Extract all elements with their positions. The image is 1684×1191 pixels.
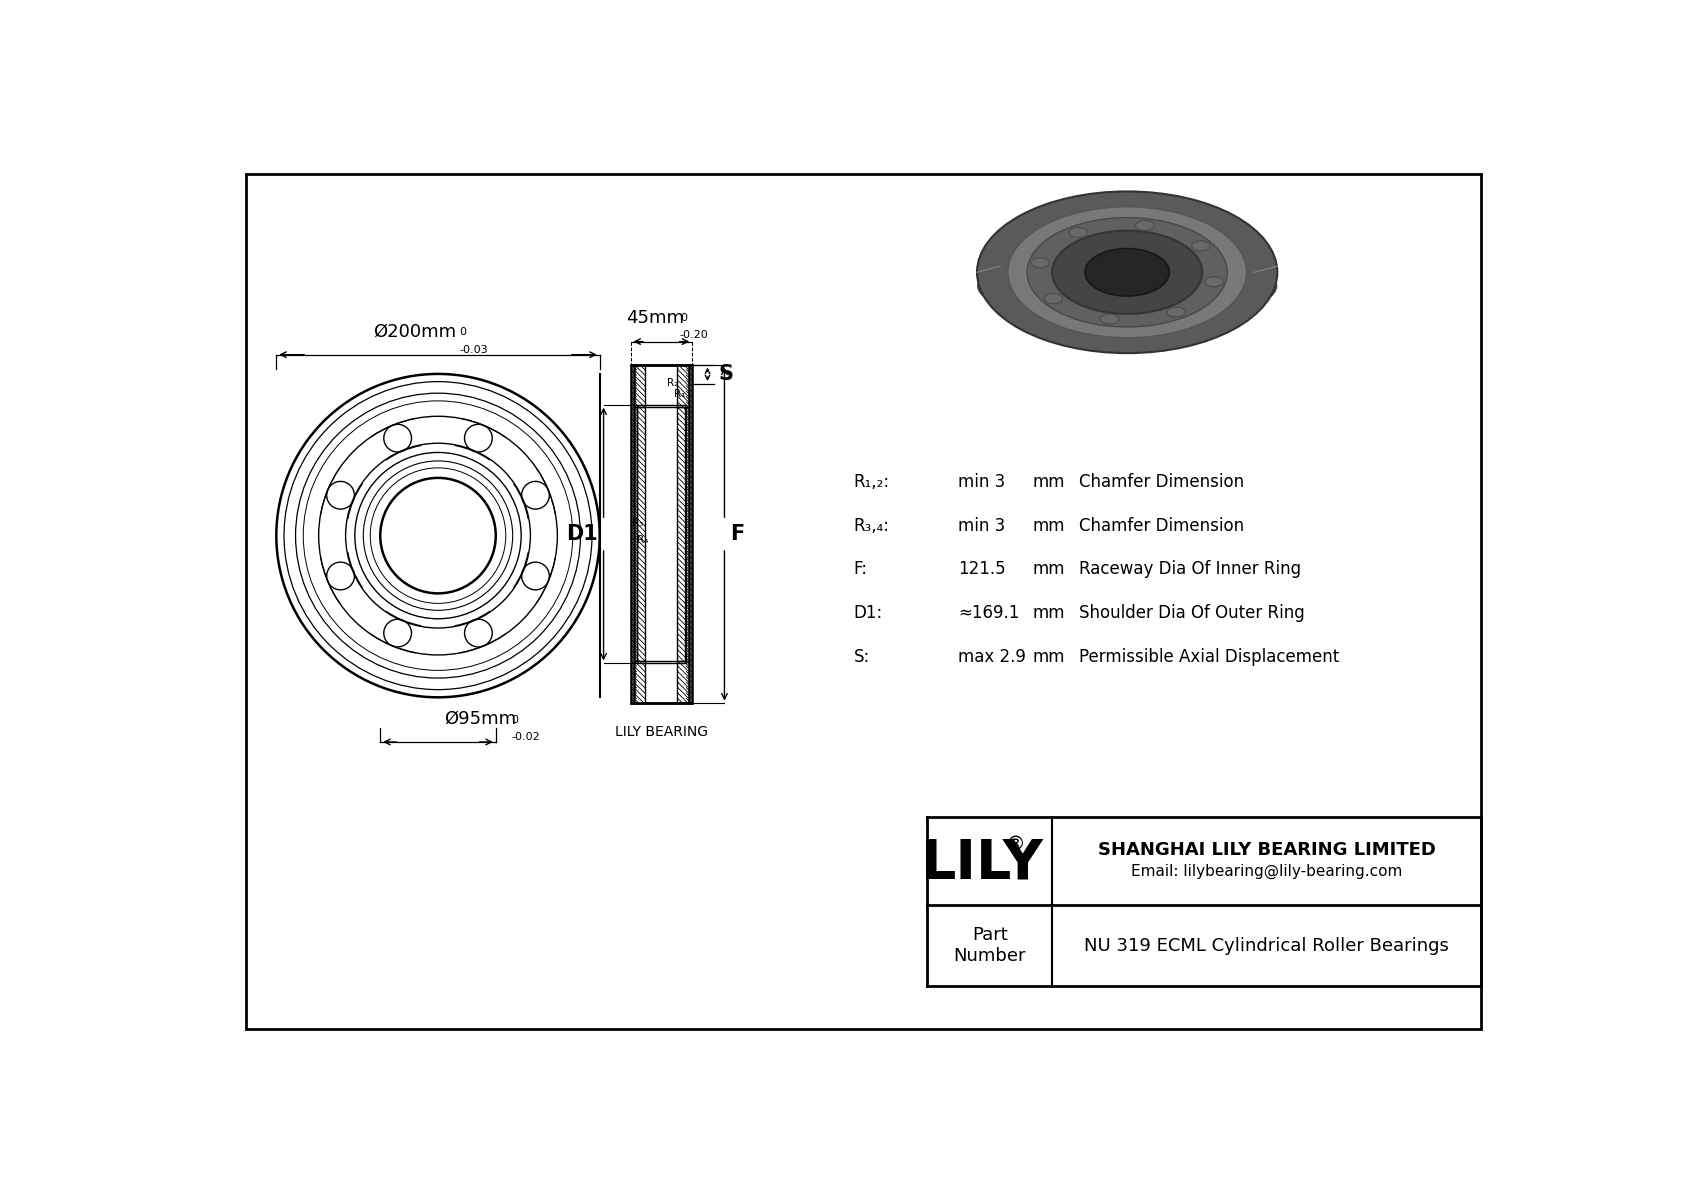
Ellipse shape [1192,241,1211,251]
Ellipse shape [1031,257,1049,268]
Text: 45mm: 45mm [626,308,684,328]
Text: -0.03: -0.03 [460,344,488,355]
Text: min 3: min 3 [958,517,1005,535]
Ellipse shape [977,248,1276,325]
Text: Chamfer Dimension: Chamfer Dimension [1079,473,1244,491]
Text: mm: mm [1032,648,1064,666]
Text: R₄: R₄ [638,535,648,545]
Ellipse shape [965,180,1288,364]
Text: 0: 0 [680,313,687,323]
Text: min 3: min 3 [958,473,1005,491]
Ellipse shape [1052,231,1202,314]
Text: D1: D1 [566,524,598,544]
Text: D1:: D1: [854,604,882,623]
Text: ≈169.1: ≈169.1 [958,604,1019,623]
Text: max 2.9: max 2.9 [958,648,1026,666]
Text: F: F [731,524,744,544]
Text: 0: 0 [460,328,466,337]
Text: R₁: R₁ [674,389,685,399]
Ellipse shape [977,192,1276,353]
Text: SHANGHAI LILY BEARING LIMITED: SHANGHAI LILY BEARING LIMITED [1098,841,1435,859]
Ellipse shape [1204,276,1223,287]
Text: NU 319 ECML Cylindrical Roller Bearings: NU 319 ECML Cylindrical Roller Bearings [1084,936,1448,955]
Ellipse shape [1100,314,1118,324]
Text: Ø95mm: Ø95mm [445,710,517,728]
Text: S: S [719,364,733,385]
Text: Shoulder Dia Of Outer Ring: Shoulder Dia Of Outer Ring [1079,604,1305,623]
Text: mm: mm [1032,604,1064,623]
Ellipse shape [1135,220,1154,231]
Text: Ø200mm: Ø200mm [374,323,456,341]
Text: -0.20: -0.20 [680,330,709,339]
Text: R₃,₄:: R₃,₄: [854,517,889,535]
Text: 121.5: 121.5 [958,561,1005,579]
Text: 0: 0 [512,715,519,725]
Text: F:: F: [854,561,867,579]
Text: mm: mm [1032,473,1064,491]
Text: Permissible Axial Displacement: Permissible Axial Displacement [1079,648,1339,666]
Ellipse shape [1084,249,1169,297]
Ellipse shape [1007,207,1246,338]
Text: R₂: R₂ [667,379,679,388]
Text: S:: S: [854,648,871,666]
Text: -0.02: -0.02 [512,732,541,742]
Ellipse shape [1044,294,1063,304]
Ellipse shape [1167,307,1186,317]
Ellipse shape [1027,218,1228,328]
Ellipse shape [1069,227,1088,237]
Text: R₃: R₃ [632,518,643,528]
Text: Part
Number: Part Number [953,927,1026,965]
Text: LILY: LILY [921,836,1044,890]
Text: Email: lilybearing@lily-bearing.com: Email: lilybearing@lily-bearing.com [1132,865,1403,879]
Text: mm: mm [1032,561,1064,579]
Text: LILY BEARING: LILY BEARING [615,725,707,740]
Text: Chamfer Dimension: Chamfer Dimension [1079,517,1244,535]
Text: ®: ® [1005,835,1026,854]
Text: Raceway Dia Of Inner Ring: Raceway Dia Of Inner Ring [1079,561,1300,579]
Text: mm: mm [1032,517,1064,535]
Text: R₁,₂:: R₁,₂: [854,473,889,491]
